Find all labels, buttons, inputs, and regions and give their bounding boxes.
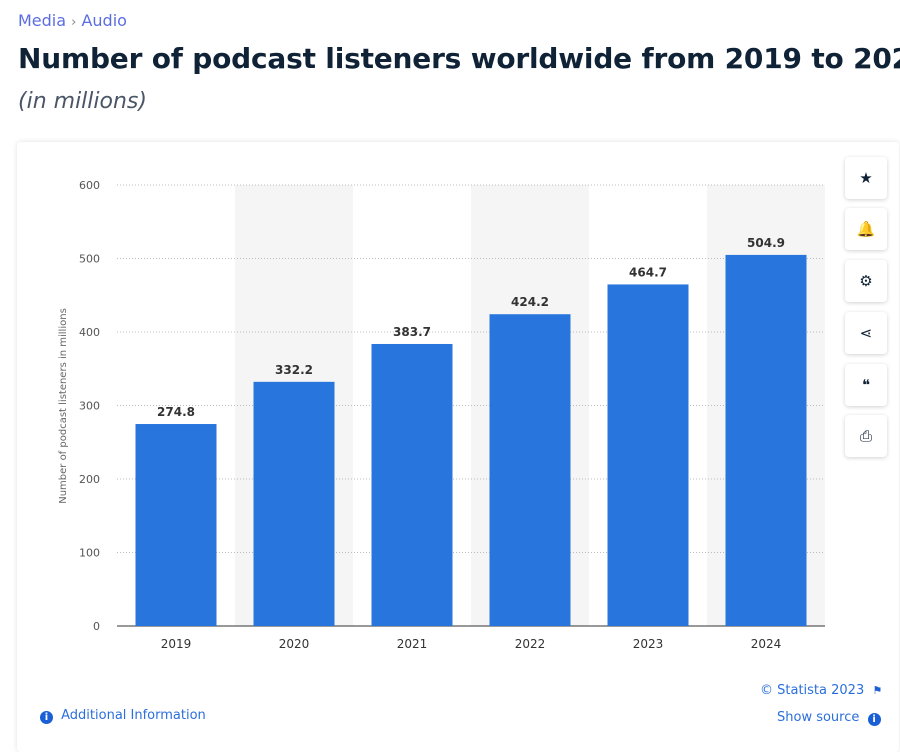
breadcrumb-separator: ›: [71, 15, 77, 30]
print-icon: ⎙: [859, 427, 872, 445]
y-tick-label: 500: [79, 253, 100, 266]
data-label: 332.2: [275, 363, 313, 377]
show-source-label: Show source: [777, 710, 860, 725]
gear-icon: ⚙: [859, 272, 873, 290]
breadcrumb: Media › Audio: [18, 11, 127, 30]
additional-information-link[interactable]: i Additional Information: [40, 708, 206, 724]
bell-button[interactable]: 🔔: [845, 208, 887, 250]
print-button[interactable]: ⎙: [845, 415, 887, 457]
quote-icon: ❝: [861, 376, 871, 394]
flag-icon: ⚑: [872, 684, 883, 697]
copyright-label: © Statista 2023: [760, 683, 865, 698]
star-icon: ★: [859, 169, 873, 187]
share-button[interactable]: ⋖: [845, 312, 887, 354]
page-title: Number of podcast listeners worldwide fr…: [18, 42, 900, 75]
data-label: 504.9: [747, 236, 785, 250]
x-tick-label: 2022: [515, 637, 546, 651]
data-label: 424.2: [511, 295, 549, 309]
show-source-link[interactable]: Show source i: [777, 710, 881, 726]
bar: [489, 314, 571, 626]
gear-button[interactable]: ⚙: [845, 260, 887, 302]
data-label: 464.7: [629, 265, 667, 279]
x-tick-label: 2019: [161, 637, 192, 651]
bar: [607, 284, 689, 626]
quote-button[interactable]: ❝: [845, 364, 887, 406]
bar: [725, 254, 807, 626]
page-subtitle: (in millions): [18, 89, 147, 114]
y-tick-label: 300: [79, 400, 100, 413]
share-icon: ⋖: [859, 324, 873, 342]
y-tick-label: 400: [79, 326, 100, 339]
x-tick-label: 2021: [397, 637, 428, 651]
x-tick-label: 2020: [279, 637, 310, 651]
y-axis-label: Number of podcast listeners in millions: [58, 308, 69, 504]
info-icon: i: [867, 713, 881, 726]
y-tick-label: 600: [79, 179, 100, 192]
info-icon: i: [40, 711, 53, 724]
bar: [135, 424, 217, 626]
breadcrumb-audio[interactable]: Audio: [81, 11, 127, 30]
breadcrumb-media[interactable]: Media: [18, 11, 67, 30]
x-tick-label: 2023: [633, 637, 664, 651]
star-button[interactable]: ★: [845, 157, 887, 199]
x-tick-label: 2024: [751, 637, 782, 651]
additional-information-label: Additional Information: [61, 708, 206, 723]
bar: [253, 381, 335, 626]
bell-icon: 🔔: [856, 220, 876, 238]
y-tick-label: 200: [79, 473, 100, 486]
data-label: 274.8: [157, 405, 195, 419]
copyright-link[interactable]: © Statista 2023 ⚑: [760, 683, 882, 698]
y-tick-label: 0: [93, 620, 100, 633]
data-label: 383.7: [393, 325, 431, 339]
y-tick-label: 100: [79, 547, 100, 560]
bar: [371, 343, 453, 626]
